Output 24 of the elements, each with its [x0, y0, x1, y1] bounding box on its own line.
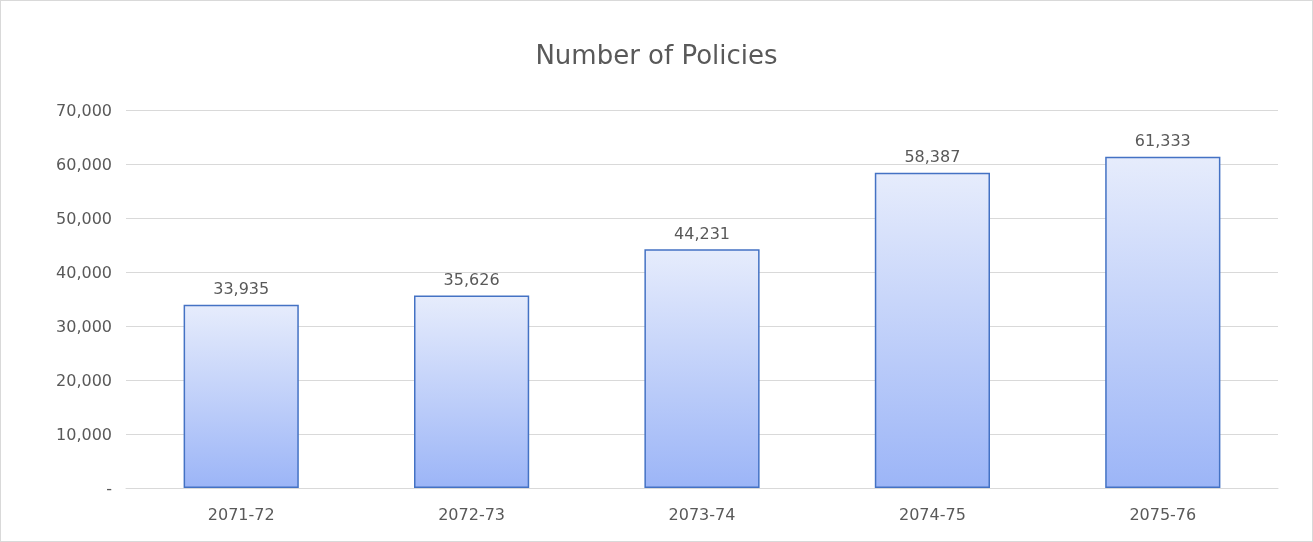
bar — [874, 172, 990, 488]
bar — [644, 249, 760, 488]
y-tick-label: - — [106, 478, 112, 498]
x-tick-label: 2073-74 — [668, 504, 736, 524]
data-label: 58,387 — [904, 147, 961, 167]
x-tick-label: 2071-72 — [207, 504, 275, 524]
bar — [414, 295, 530, 488]
y-tick-label: 20,000 — [56, 370, 112, 390]
y-tick-label: 30,000 — [56, 316, 112, 336]
x-tick-label: 2075-76 — [1129, 504, 1197, 524]
y-tick-label: 70,000 — [56, 100, 112, 120]
data-label: 61,333 — [1134, 131, 1191, 151]
data-label: 33,935 — [213, 279, 270, 299]
data-label: 44,231 — [674, 223, 730, 243]
x-tick-label: 2072-73 — [438, 504, 506, 524]
bar — [183, 304, 299, 488]
chart-title: Number of Policies — [535, 40, 778, 70]
y-tick-label: 40,000 — [56, 262, 112, 282]
y-tick-label: 50,000 — [56, 208, 112, 228]
y-tick-label: 10,000 — [56, 424, 112, 444]
data-label: 35,626 — [443, 270, 500, 290]
bar — [1105, 156, 1221, 488]
x-tick-label: 2074-75 — [898, 504, 966, 524]
y-tick-label: 60,000 — [56, 154, 112, 174]
